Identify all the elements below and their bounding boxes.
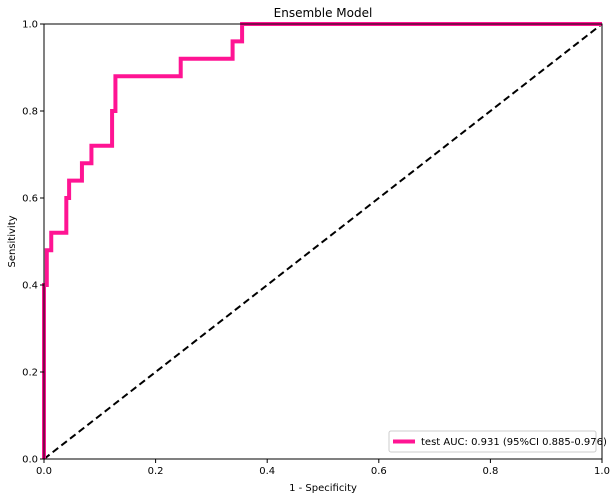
y-tick-label: 0.4 <box>22 281 38 292</box>
roc-curve-line <box>42 22 602 459</box>
x-tick-label: 0.4 <box>259 466 275 477</box>
x-axis-label: 1 - Specificity <box>289 483 357 494</box>
y-tick-label: 0.2 <box>22 368 38 379</box>
chance-diagonal-line <box>43 23 603 460</box>
axis-ticks: 0.0 0.2 0.4 0.6 0.8 1.0 0.0 0.2 0.4 0.6 0.8 1.0 <box>22 20 610 478</box>
y-tick-label: 1.0 <box>22 20 38 31</box>
legend-entry-label: test AUC: 0.931 (95%CI 0.885-0.976) <box>421 437 607 448</box>
y-tick-label: 0.6 <box>22 194 38 205</box>
legend-box <box>388 430 597 453</box>
x-tick-label: 0.6 <box>371 466 387 477</box>
y-axis-label: Sensitivity <box>7 215 18 267</box>
plot-area <box>42 22 603 460</box>
plot-frame <box>43 23 603 460</box>
y-tick-label: 0.8 <box>22 107 38 118</box>
x-tick-label: 0.2 <box>148 466 164 477</box>
x-tick-label: 0.8 <box>482 466 498 477</box>
x-tick-label: 0.0 <box>36 466 52 477</box>
y-tick-label: 0.0 <box>22 455 38 466</box>
x-tick-label: 1.0 <box>594 466 610 477</box>
legend: test AUC: 0.931 (95%CI 0.885-0.976) <box>388 430 607 453</box>
chart-title: Ensemble Model <box>274 6 373 20</box>
